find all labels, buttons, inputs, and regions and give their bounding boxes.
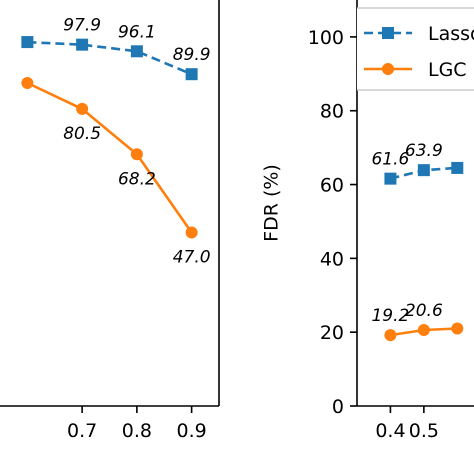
left-panel: 97.9 96.1 89.9 80.5 68.2 47.0 0.7 0.8 0.9 <box>0 0 220 442</box>
right-lasso-point <box>384 172 397 185</box>
right-lasso-point <box>417 164 430 177</box>
right-y-axis-label: FDR (%) <box>261 164 283 242</box>
right-lasso-data-label: 63.9 <box>405 141 443 161</box>
right-lasso-point <box>451 161 464 174</box>
legend-entry-lgc: LGC <box>364 59 467 81</box>
left-lgc-point <box>185 226 198 239</box>
left-x-ticks: 0.7 0.8 0.9 <box>67 406 207 442</box>
left-lasso-point <box>21 36 34 49</box>
legend-label-lgc: LGC <box>428 59 467 81</box>
left-lasso-data-label: 96.1 <box>118 22 156 42</box>
right-y-tick-label: 0 <box>332 396 344 418</box>
right-x-tick-label: 0.5 <box>409 420 439 442</box>
legend: Lasso LGC <box>357 7 474 91</box>
right-plot-area: 61.663.9 19.220.6 <box>371 141 464 342</box>
right-lgc-point <box>384 329 397 342</box>
left-x-tick-label: 0.7 <box>67 420 97 442</box>
left-lasso-point <box>185 68 198 81</box>
left-lgc-point <box>21 77 34 90</box>
right-x-tick-label: 0.4 <box>375 420 405 442</box>
right-lgc-data-label: 19.2 <box>371 306 409 326</box>
legend-label-lasso: Lasso <box>428 23 474 45</box>
left-lasso-data-label: 89.9 <box>173 45 211 65</box>
right-lasso-data-label: 61.6 <box>371 150 409 170</box>
left-lgc-data-label: 47.0 <box>173 248 211 268</box>
right-y-tick-label: 20 <box>320 322 344 344</box>
left-series-lgc-line <box>26 81 193 234</box>
right-y-tick-label: 40 <box>320 248 344 270</box>
left-x-tick-label: 0.8 <box>122 420 152 442</box>
left-plot-area: 97.9 96.1 89.9 80.5 68.2 47.0 <box>21 16 211 268</box>
right-lgc-point <box>417 323 430 336</box>
left-lgc-data-label: 68.2 <box>118 169 156 189</box>
left-lasso-data-label: 97.9 <box>63 16 101 36</box>
right-y-tick-label: 60 <box>320 175 344 197</box>
left-lgc-point <box>76 102 89 115</box>
right-x-ticks: 0.4 0.5 <box>375 406 439 442</box>
left-lasso-point <box>76 38 89 51</box>
legend-lgc-marker <box>382 63 394 75</box>
left-series-lasso-line <box>27 40 193 76</box>
legend-lasso-marker <box>382 27 394 39</box>
left-x-tick-label: 0.9 <box>177 420 207 442</box>
right-lgc-point <box>451 322 464 335</box>
left-lgc-point <box>130 148 143 161</box>
right-y-tick-label: 100 <box>308 27 344 49</box>
legend-entry-lasso: Lasso <box>364 23 474 45</box>
left-lasso-point <box>130 45 143 58</box>
left-lgc-data-label: 80.5 <box>63 124 101 144</box>
right-y-tick-label: 80 <box>320 101 344 123</box>
right-lgc-data-label: 20.6 <box>405 301 443 321</box>
right-y-ticks: 0 20 40 60 80 100 <box>308 27 357 418</box>
right-panel: 61.663.9 19.220.6 0 20 40 60 80 100 0.4 0.5 FDR… <box>261 0 474 442</box>
